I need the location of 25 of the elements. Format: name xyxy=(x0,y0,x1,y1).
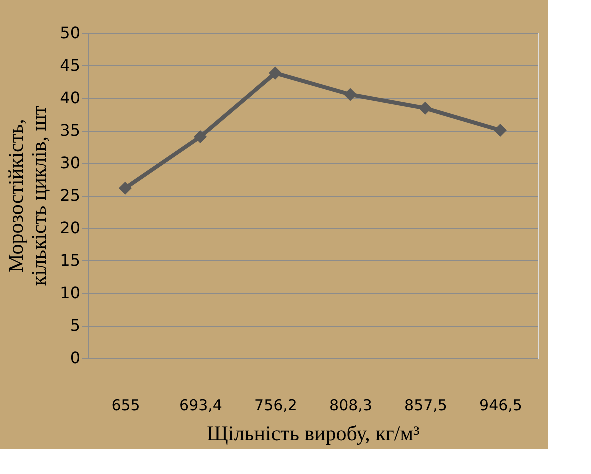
point xyxy=(494,124,508,138)
y-tick-label: 30 xyxy=(60,154,80,172)
point xyxy=(418,102,432,115)
point xyxy=(194,130,208,144)
x-tick-label: 756,2 xyxy=(254,396,298,414)
y-tick-label: 25 xyxy=(60,186,80,205)
point xyxy=(344,88,358,102)
point xyxy=(268,66,282,80)
y-tick-label: 15 xyxy=(60,251,80,270)
y-tick-label: 50 xyxy=(60,24,80,42)
y-axis-title: Морозостійкість, кількість циклів, шт xyxy=(4,106,52,286)
point xyxy=(118,182,132,195)
y-tick-label: 5 xyxy=(70,316,80,335)
x-axis-title: Щільність виробу, кг/м³ xyxy=(207,422,420,446)
x-tick-label: 857,5 xyxy=(404,396,448,414)
x-tick-label: 808,3 xyxy=(330,396,372,414)
x-tick-label: 693,4 xyxy=(180,396,222,414)
y-tick-label: 40 xyxy=(60,88,80,108)
y-tick-label: 20 xyxy=(60,218,80,238)
y-tick-label: 35 xyxy=(60,121,80,140)
x-tick-label: 946,5 xyxy=(480,396,522,414)
y-tick-label: 0 xyxy=(70,348,80,368)
x-tick-label: 655 xyxy=(112,396,140,414)
y-tick-label: 10 xyxy=(60,284,80,302)
y-tick-label: 45 xyxy=(60,56,80,75)
